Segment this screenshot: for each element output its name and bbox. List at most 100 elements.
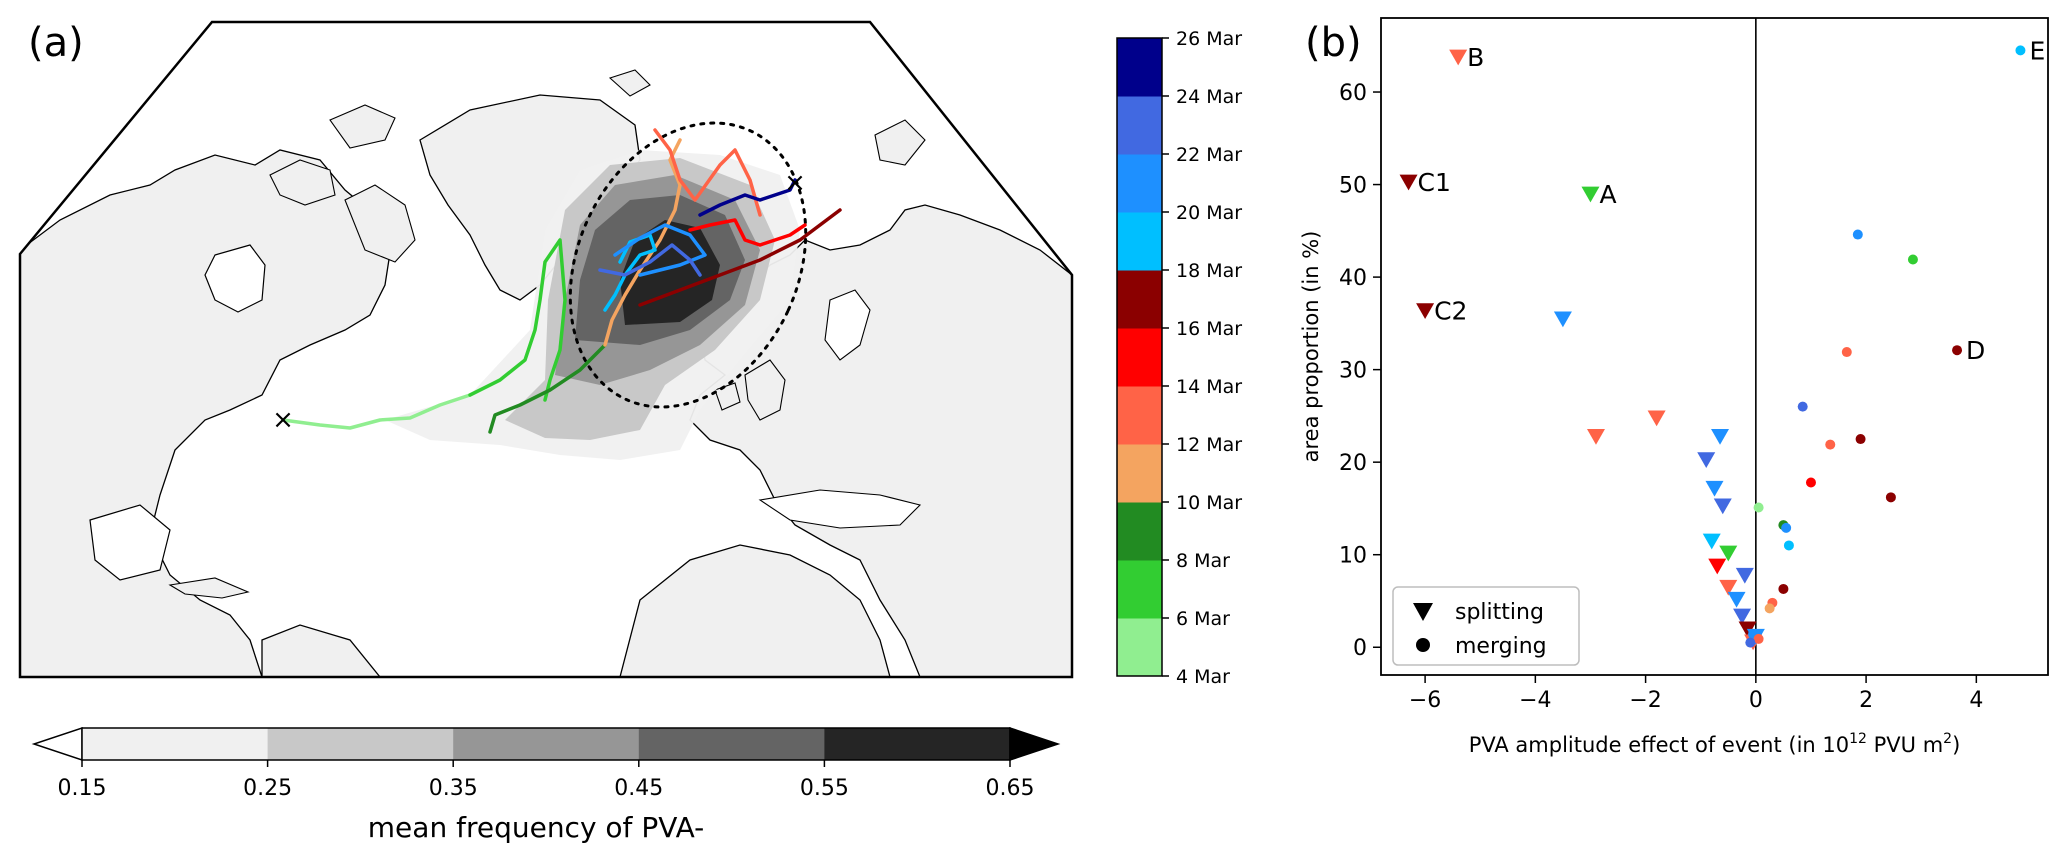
date-colorbar: 4 Mar 6 Mar 8 Mar 10 Mar 12 Mar 14 Mar 16 Mar 1… — [1116, 28, 1242, 688]
merging-point — [1745, 637, 1756, 648]
date-colorbar-segment — [1117, 270, 1162, 329]
trajectory-segment-6-8-mar — [468, 238, 567, 402]
splitting-point — [1705, 480, 1724, 497]
trajectory-segment-8-10-mar — [488, 343, 607, 434]
frequency-colorbar-segment — [824, 728, 1011, 760]
land-baltic — [824, 289, 871, 361]
y-axis-label: area proportion (in %) — [1299, 231, 1323, 463]
legend-label: merging — [1455, 634, 1547, 659]
legend-marker-splitting — [1413, 603, 1433, 621]
date-colorbar-outline — [1116, 37, 1163, 677]
land-arctic-islands-2 — [329, 104, 396, 149]
splitting-point — [1708, 558, 1727, 575]
y-tick-label: 40 — [1339, 266, 1367, 291]
merging-point — [1952, 345, 1963, 356]
frequency-colorbar: 0.15 0.25 0.35 0.45 0.55 0.65 — [31, 726, 1061, 801]
frequency-colorbar-tick-label: 0.35 — [429, 776, 478, 801]
land-arctic-islands-1 — [269, 159, 336, 206]
map: × × — [18, 20, 1074, 679]
splitting-point — [1581, 186, 1600, 203]
frequency-colorbar-tick-label: 0.55 — [800, 776, 849, 801]
merging-point — [1855, 434, 1866, 445]
splitting-point — [1713, 498, 1732, 515]
trajectory-segment-12-14-mar — [653, 128, 762, 217]
land-novaya-zemlya — [874, 119, 926, 166]
date-colorbar-tick-label: 26 Mar — [1176, 28, 1242, 50]
map-boundary — [18, 20, 1074, 679]
y-tick-label: 50 — [1339, 174, 1367, 199]
panel-a-label: (a) — [28, 20, 84, 66]
date-colorbar-tick-label: 6 Mar — [1176, 608, 1230, 630]
splitting-point — [1647, 410, 1666, 427]
frequency-colorbar-label: mean frequency of PVA- — [368, 811, 704, 844]
date-colorbar-segment — [1117, 154, 1162, 213]
date-colorbar-tick-label: 16 Mar — [1176, 318, 1242, 340]
splitting-point — [1449, 49, 1468, 66]
x-tick-label: 0 — [1749, 688, 1763, 713]
legend-box — [1392, 586, 1580, 666]
date-colorbar-segment — [1117, 386, 1162, 445]
merging-point — [1841, 347, 1852, 358]
point-label: A — [1599, 180, 1616, 209]
point-label: C1 — [1418, 168, 1451, 197]
date-colorbar-tick-label: 24 Mar — [1176, 86, 1242, 108]
frequency-colorbar-segment — [267, 728, 454, 760]
merging-point — [1805, 477, 1816, 488]
date-colorbar-segment — [1117, 328, 1162, 387]
y-tick-label: 20 — [1339, 451, 1367, 476]
legend-marker-merging — [1416, 638, 1430, 652]
merging-point — [1781, 522, 1792, 533]
trajectory-segment-14-16-mar — [688, 218, 807, 247]
date-colorbar-tick-label: 20 Mar — [1176, 202, 1242, 224]
frequency-colorbar-tick-label: 0.15 — [58, 776, 107, 801]
x-axis-label-text: PVA amplitude effect of event (in 10 — [1469, 733, 1849, 757]
legend: splitting merging — [1392, 586, 1580, 666]
splitting-point — [1719, 545, 1738, 562]
merging-point — [1783, 540, 1794, 551]
y-tick-label: 10 — [1339, 544, 1367, 569]
trajectory-segment-24-26-mar — [698, 178, 797, 217]
point-label: B — [1467, 43, 1484, 72]
frequency-colorbar-segment — [82, 728, 269, 760]
date-colorbar-tick-label: 8 Mar — [1176, 550, 1230, 572]
frequency-colorbar-extend-high — [1009, 726, 1061, 762]
date-colorbar-tick-label: 12 Mar — [1176, 434, 1242, 456]
trajectory-end-marker: × — [784, 168, 806, 198]
scatter-points — [1399, 45, 2026, 651]
date-colorbar-tick-label: 4 Mar — [1176, 666, 1230, 688]
splitting-point — [1735, 567, 1754, 584]
panel-b-label: (b) — [1305, 20, 1362, 66]
plot-frame — [1380, 17, 2049, 676]
x-tick-label: −4 — [1519, 688, 1551, 713]
point-label: C2 — [1434, 296, 1467, 325]
date-colorbar-segment — [1117, 212, 1162, 271]
merging-point — [1852, 229, 1863, 240]
splitting-point — [1416, 303, 1435, 319]
y-tick-label: 0 — [1353, 636, 1367, 661]
splitting-point — [1733, 608, 1752, 625]
x-axis-label-close: ) — [1952, 733, 1960, 757]
date-colorbar-segment — [1117, 444, 1162, 503]
land-hudson-bay — [204, 244, 266, 313]
land-mediterranean — [758, 489, 922, 529]
merging-point — [1907, 254, 1918, 265]
frequency-colorbar-tick-label: 0.45 — [614, 776, 663, 801]
merging-point — [1778, 583, 1789, 594]
frequency-colorbar-segment — [638, 728, 825, 760]
merging-point — [1753, 502, 1764, 513]
trajectory-segment-4-6-mar — [281, 393, 472, 430]
date-colorbar-segment — [1117, 502, 1162, 561]
y-tick-label: 30 — [1339, 359, 1367, 384]
land-gulf-mexico — [89, 504, 171, 581]
splitting-point — [1711, 429, 1730, 445]
x-axis-label-unit-exponent: 2 — [1943, 731, 1952, 747]
pva-trajectory — [281, 128, 842, 434]
merging-point — [1753, 633, 1764, 644]
splitting-point — [1553, 311, 1572, 328]
date-colorbar-tick-label: 14 Mar — [1176, 376, 1242, 398]
frequency-colorbar-outline — [81, 727, 1011, 761]
merging-point — [1764, 603, 1775, 614]
date-colorbar-segment — [1117, 618, 1162, 677]
